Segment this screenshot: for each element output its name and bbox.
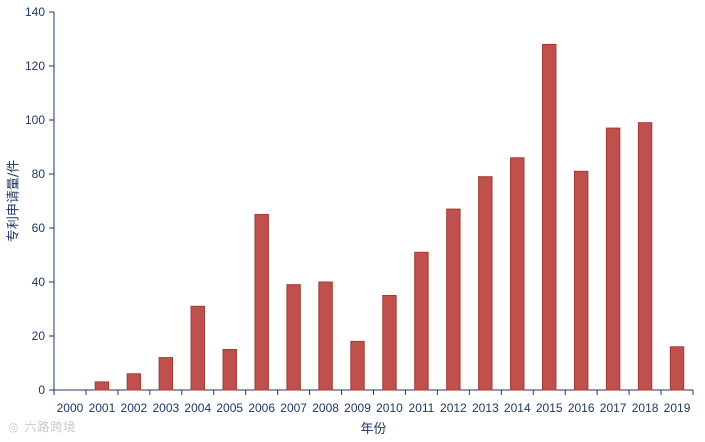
bar-2001	[94, 381, 110, 391]
bar-2006	[254, 214, 269, 391]
bar-2015	[542, 43, 557, 391]
x-tick-label: 2016	[568, 401, 595, 415]
x-tick-label: 2017	[600, 401, 627, 415]
y-tick-label: 140	[25, 5, 45, 19]
bar-2013	[478, 176, 493, 391]
x-tick-label: 2013	[472, 401, 499, 415]
bar-2004	[190, 305, 205, 391]
bar-2005	[222, 349, 237, 391]
bar-2019	[669, 346, 685, 391]
x-tick-label: 2005	[216, 401, 243, 415]
x-tick-label: 2002	[121, 401, 148, 415]
chart-axes	[53, 12, 693, 391]
watermark-text: 六路跨境	[24, 420, 77, 434]
bar-2007	[286, 284, 301, 391]
x-tick-label: 2008	[312, 401, 339, 415]
bar-2003	[158, 357, 174, 391]
x-tick-label: 2011	[409, 401, 435, 415]
x-tick-label: 2015	[536, 401, 563, 415]
x-axis-ticks: 2000 2001 2002 2003 2004 2005 2006 2007 2008 2009…	[53, 390, 694, 415]
x-tick-label: 2000	[57, 401, 84, 415]
bar-series	[94, 43, 685, 391]
x-tick-label: 2014	[504, 401, 531, 415]
bar-2010	[382, 295, 397, 391]
x-tick-label: 2004	[184, 401, 211, 415]
x-tick-label: 2003	[152, 401, 179, 415]
y-tick-label: 60	[32, 221, 46, 235]
bar-2011	[414, 251, 429, 391]
bar-2008	[318, 281, 333, 391]
y-tick-label: 120	[25, 59, 45, 73]
x-tick-label: 2007	[280, 401, 307, 415]
bar-2017	[605, 127, 621, 391]
x-tick-label: 2001	[89, 401, 116, 415]
x-tick-label: 2019	[664, 401, 691, 415]
y-tick-label: 40	[32, 275, 46, 289]
y-tick-label: 80	[32, 167, 46, 181]
x-tick-label: 2006	[248, 401, 275, 415]
bar-2016	[573, 170, 589, 391]
x-tick-label: 2018	[632, 401, 659, 415]
y-tick-label: 20	[32, 329, 46, 343]
y-axis-title: 专利申请量/件	[7, 160, 22, 242]
camera-icon: ◎	[8, 420, 20, 434]
bar-2012	[446, 208, 461, 391]
watermark: ◎ 六路跨境	[8, 418, 76, 435]
y-axis-ticks: 0 20 40 60 80 100 120 140	[25, 5, 54, 397]
bar-2002	[126, 373, 142, 391]
bar-2009	[350, 340, 365, 391]
x-tick-label: 2009	[344, 401, 371, 415]
x-tick-label: 2012	[440, 401, 467, 415]
bar-2014	[510, 157, 525, 391]
x-tick-label: 2010	[376, 401, 403, 415]
x-axis-title: 年份	[360, 422, 386, 437]
y-tick-label: 0	[38, 383, 45, 397]
y-tick-label: 100	[25, 113, 45, 127]
bar-2018	[637, 122, 653, 391]
